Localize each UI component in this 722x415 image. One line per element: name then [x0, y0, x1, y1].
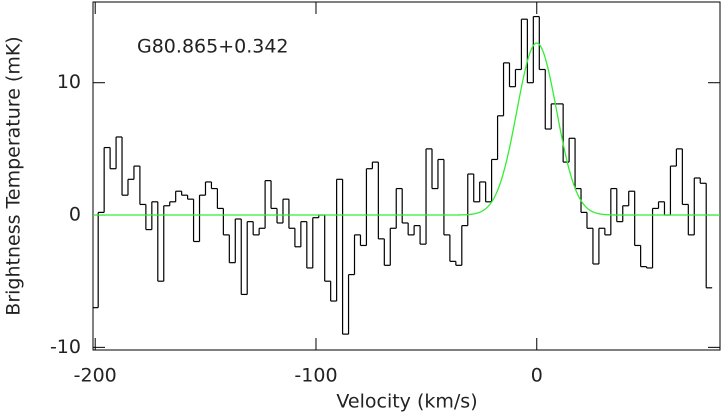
x-tick-label: -100: [294, 365, 337, 387]
x-tick-label: -200: [74, 365, 117, 387]
gaussian-fit: [93, 42, 720, 216]
chart-title: G80.865+0.342: [137, 36, 289, 58]
plot-frame: [92, 1, 721, 351]
y-tick-label: 10: [57, 71, 81, 93]
y-tick-label: -10: [50, 336, 81, 358]
y-axis-label: Brightness Temperature (mK): [3, 36, 25, 315]
y-tick-label: 0: [69, 204, 81, 226]
x-tick-label: 0: [531, 365, 543, 387]
x-axis-label: Velocity (km/s): [336, 391, 477, 413]
